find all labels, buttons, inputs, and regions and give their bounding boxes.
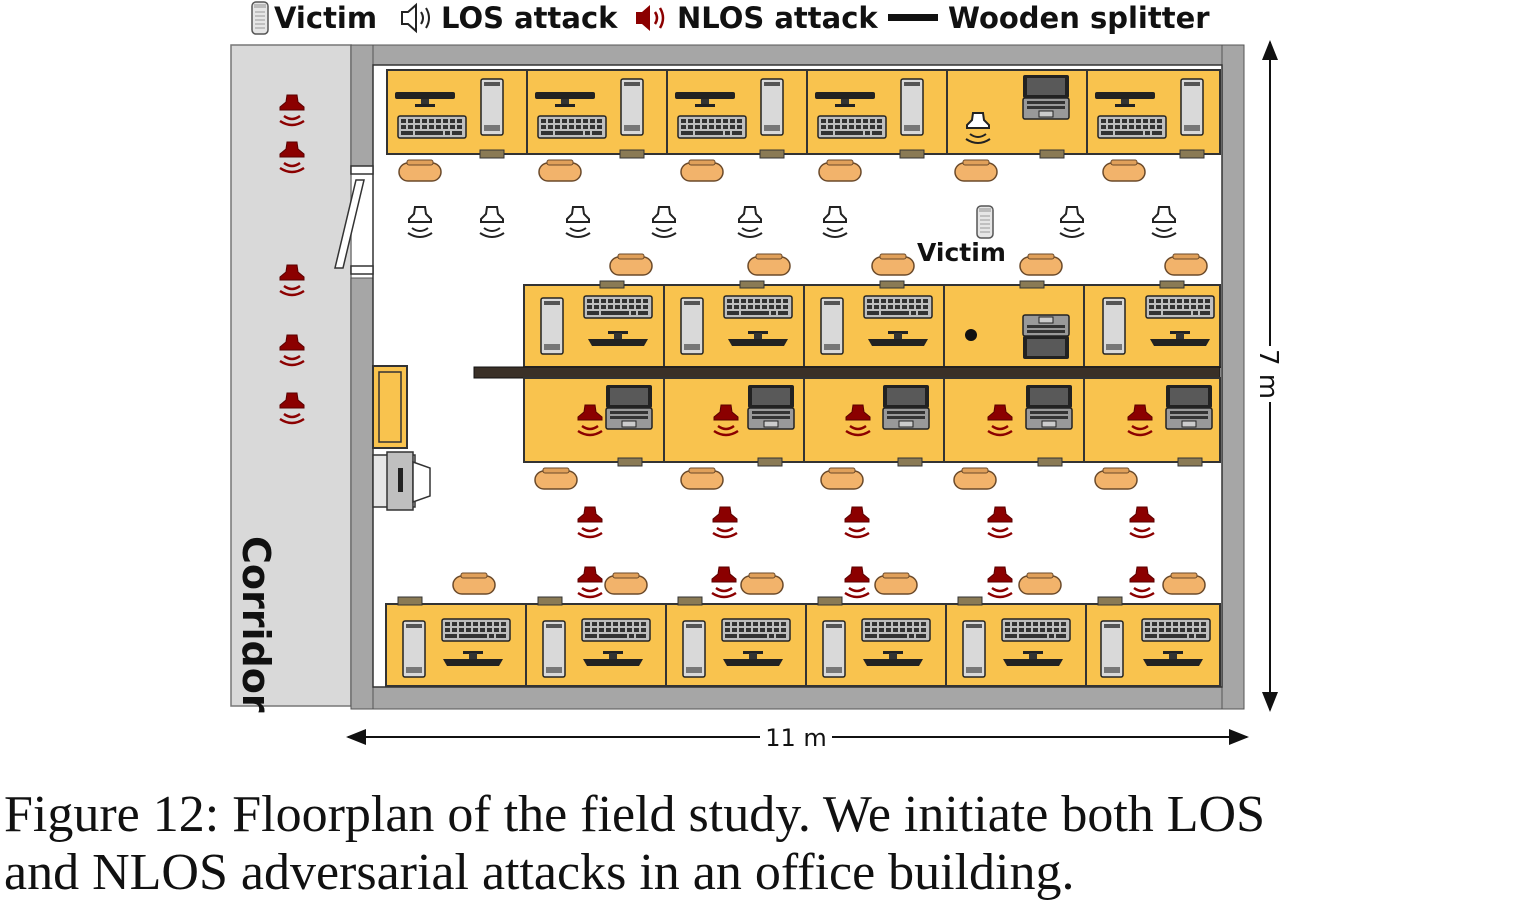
height-dimension: 7 m bbox=[1253, 40, 1283, 712]
corridor-label: Corridor bbox=[234, 536, 278, 713]
legend-victim-label: Victim bbox=[274, 1, 377, 35]
legend-victim-icon bbox=[251, 1, 269, 35]
figure-caption: Figure 12: Floorplan of the field study.… bbox=[4, 786, 1512, 902]
bottom-desk-row bbox=[385, 596, 1221, 687]
victim-label: Victim bbox=[917, 238, 1006, 267]
caption-line-2: and NLOS adversarial attacks in an offic… bbox=[4, 844, 1075, 901]
printer bbox=[372, 451, 431, 511]
legend-los-label: LOS attack bbox=[441, 1, 618, 35]
floorplan-diagram: Victim LOS attack NLOS attack Wooden spl… bbox=[230, 1, 1283, 752]
wooden-splitter bbox=[473, 366, 1221, 379]
legend-los-icon bbox=[401, 2, 430, 34]
legend-splitter-label: Wooden splitter bbox=[948, 1, 1210, 35]
legend-splitter-icon bbox=[888, 14, 938, 21]
side-cabinet bbox=[372, 365, 408, 449]
legend-nlos-label: NLOS attack bbox=[677, 1, 878, 35]
legend: Victim LOS attack NLOS attack Wooden spl… bbox=[251, 1, 1210, 35]
legend-nlos-icon bbox=[636, 5, 665, 31]
victim-device-icon bbox=[976, 205, 994, 239]
caption-line-1: Figure 12: Floorplan of the field study.… bbox=[4, 786, 1265, 843]
middle-desk-lower bbox=[523, 377, 1221, 467]
room-door bbox=[334, 165, 374, 275]
height-label: 7 m bbox=[1253, 349, 1283, 399]
middle-desk-upper bbox=[523, 280, 1221, 368]
width-dimension: 11 m bbox=[346, 724, 1249, 752]
top-desk-row bbox=[386, 69, 1221, 159]
width-label: 11 m bbox=[765, 724, 827, 752]
